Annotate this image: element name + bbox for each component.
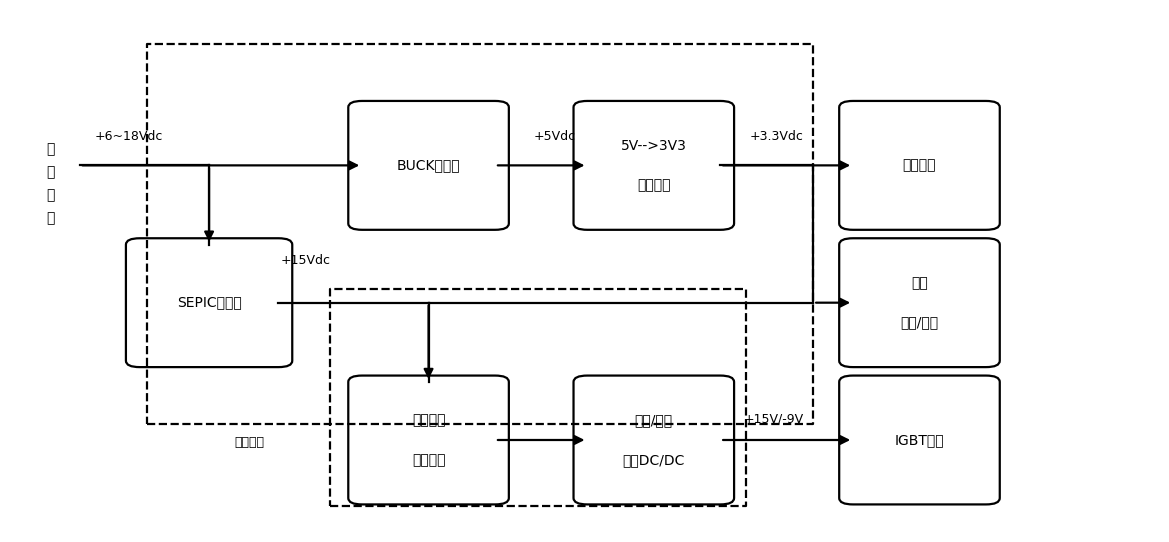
Text: 推挽/反激: 推挽/反激	[635, 413, 673, 427]
Text: +15V/-9V: +15V/-9V	[743, 412, 804, 425]
FancyBboxPatch shape	[839, 101, 999, 230]
Text: BUCK变换器: BUCK变换器	[396, 158, 461, 172]
Text: 电源框图: 电源框图	[235, 436, 264, 449]
Text: 隔离DC/DC: 隔离DC/DC	[623, 453, 685, 467]
Text: 低
压
电
池: 低 压 电 池	[47, 143, 55, 225]
Text: +15Vdc: +15Vdc	[281, 254, 331, 267]
Text: 电机旋变: 电机旋变	[411, 453, 445, 467]
FancyBboxPatch shape	[839, 376, 999, 505]
Text: +6~18Vdc: +6~18Vdc	[95, 130, 164, 143]
Text: IGBT驱动: IGBT驱动	[894, 433, 945, 447]
FancyBboxPatch shape	[574, 376, 734, 505]
Text: 励磁电路: 励磁电路	[411, 413, 445, 427]
FancyBboxPatch shape	[348, 101, 509, 230]
FancyBboxPatch shape	[574, 101, 734, 230]
Text: 电路: 电路	[911, 276, 928, 290]
Text: +3.3Vdc: +3.3Vdc	[749, 130, 803, 143]
Text: 5V-->3V3: 5V-->3V3	[621, 139, 686, 153]
Text: 主控芯片: 主控芯片	[902, 158, 936, 172]
Text: SEPIC变换器: SEPIC变换器	[177, 296, 242, 309]
Text: +5Vdc: +5Vdc	[534, 130, 576, 143]
FancyBboxPatch shape	[348, 376, 509, 505]
Text: 线性降压: 线性降压	[637, 178, 671, 192]
FancyBboxPatch shape	[839, 238, 999, 367]
FancyBboxPatch shape	[126, 238, 292, 367]
Text: 采样/逻辑: 采样/逻辑	[900, 315, 939, 330]
